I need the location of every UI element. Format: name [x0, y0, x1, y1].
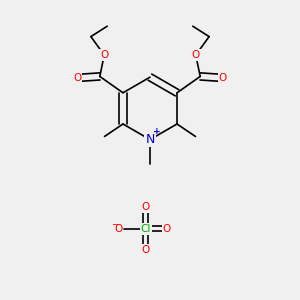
Text: Cl: Cl — [140, 224, 151, 234]
Text: O: O — [100, 50, 108, 60]
Text: O: O — [141, 202, 150, 212]
Text: O: O — [74, 73, 82, 83]
Text: O: O — [141, 245, 150, 255]
Text: O: O — [192, 50, 200, 60]
Text: −: − — [111, 219, 118, 228]
Text: +: + — [153, 127, 160, 136]
Text: O: O — [163, 224, 171, 234]
Text: O: O — [218, 73, 226, 83]
Text: O: O — [114, 224, 123, 234]
Text: N: N — [145, 133, 155, 146]
